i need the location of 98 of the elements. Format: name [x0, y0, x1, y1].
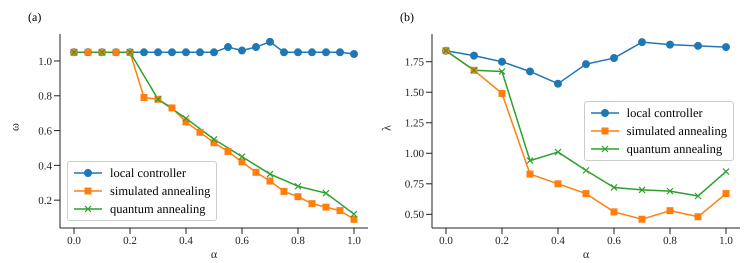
point	[210, 48, 218, 56]
chart-title: (b)	[400, 10, 414, 25]
point	[350, 210, 358, 218]
y-tick-label: 1.75	[404, 56, 424, 69]
point	[350, 216, 358, 223]
point	[666, 188, 674, 195]
point	[238, 153, 246, 160]
point	[224, 43, 232, 52]
point	[154, 48, 162, 56]
point	[554, 180, 562, 188]
x-tick-label: 0.0	[439, 234, 454, 247]
point	[582, 60, 590, 68]
point	[140, 94, 148, 102]
x-tick-label: 0.2	[123, 234, 137, 247]
point	[554, 80, 562, 88]
legend-label: quantum annealing	[626, 142, 722, 156]
point	[280, 48, 288, 56]
point	[294, 182, 302, 190]
point	[266, 170, 274, 178]
point	[182, 114, 190, 122]
point	[498, 90, 506, 97]
point	[140, 48, 148, 56]
y-tick-label: 0.50	[404, 209, 424, 222]
x-tick-label: 0.6	[607, 234, 622, 247]
chart-title: (a)	[28, 10, 42, 25]
y-tick-label: 1.00	[404, 148, 424, 160]
legend-label: quantum annealing	[110, 202, 206, 216]
point	[694, 213, 702, 220]
point	[498, 68, 506, 76]
y-axis-title: ω	[7, 123, 22, 131]
point	[294, 48, 302, 56]
x-tick-label: 1.0	[719, 234, 734, 247]
point	[694, 192, 702, 200]
point	[470, 52, 478, 60]
point	[350, 50, 358, 58]
point	[196, 128, 204, 136]
y-tick-label: 1.25	[404, 118, 424, 130]
point	[554, 148, 562, 156]
point	[322, 48, 330, 56]
x-axis-title: α	[582, 247, 590, 261]
point	[610, 54, 618, 62]
point	[322, 204, 330, 211]
y-tick-label: 0.8	[38, 90, 52, 103]
point	[610, 184, 618, 192]
point	[526, 170, 534, 178]
y-tick-label: 0.75	[404, 178, 424, 191]
point	[694, 42, 702, 50]
point	[666, 40, 674, 49]
point	[266, 38, 274, 46]
point	[280, 188, 288, 195]
point	[582, 190, 590, 198]
y-tick-label: 0.6	[38, 125, 52, 138]
x-tick-label: 0.4	[551, 234, 566, 247]
point	[168, 48, 176, 56]
y-tick-label: 0.4	[38, 160, 52, 172]
x-tick-label: 0.8	[663, 234, 678, 247]
y-tick-label: 1.50	[404, 87, 424, 100]
point	[224, 148, 232, 155]
x-tick-label: 0.2	[495, 234, 509, 247]
x-tick-label: 0.8	[291, 234, 306, 247]
x-tick-label: 0.4	[179, 234, 194, 247]
point	[722, 168, 730, 176]
point	[322, 190, 330, 197]
point	[526, 67, 534, 76]
point	[638, 38, 646, 46]
y-tick-label: 1.0	[38, 56, 52, 68]
y-tick-label: 0.2	[38, 195, 52, 208]
point	[638, 186, 646, 194]
point	[252, 168, 260, 176]
point	[266, 178, 274, 185]
x-axis-title: α	[210, 247, 218, 261]
legend-label: simulated annealing	[110, 184, 210, 198]
point	[722, 190, 730, 198]
point	[308, 200, 316, 208]
point	[182, 48, 190, 56]
legend-label: simulated annealing	[626, 124, 727, 138]
point	[238, 46, 246, 55]
point	[294, 193, 302, 200]
point	[336, 48, 344, 56]
x-tick-label: 0.6	[235, 234, 250, 247]
x-tick-label: 0.0	[67, 234, 82, 247]
point	[638, 216, 646, 223]
point	[498, 58, 506, 66]
point	[526, 157, 534, 164]
point	[252, 43, 260, 52]
point	[610, 208, 618, 216]
point	[168, 104, 176, 112]
point	[210, 136, 218, 143]
legend-label: local controller	[110, 166, 186, 180]
point	[336, 207, 344, 214]
x-tick-label: 1.0	[347, 234, 362, 247]
point	[196, 48, 204, 56]
y-axis-title: λ	[379, 125, 394, 131]
point	[308, 48, 316, 56]
point	[582, 166, 590, 174]
legend-label: local controller	[626, 106, 703, 120]
point	[722, 43, 730, 52]
point	[666, 207, 674, 214]
